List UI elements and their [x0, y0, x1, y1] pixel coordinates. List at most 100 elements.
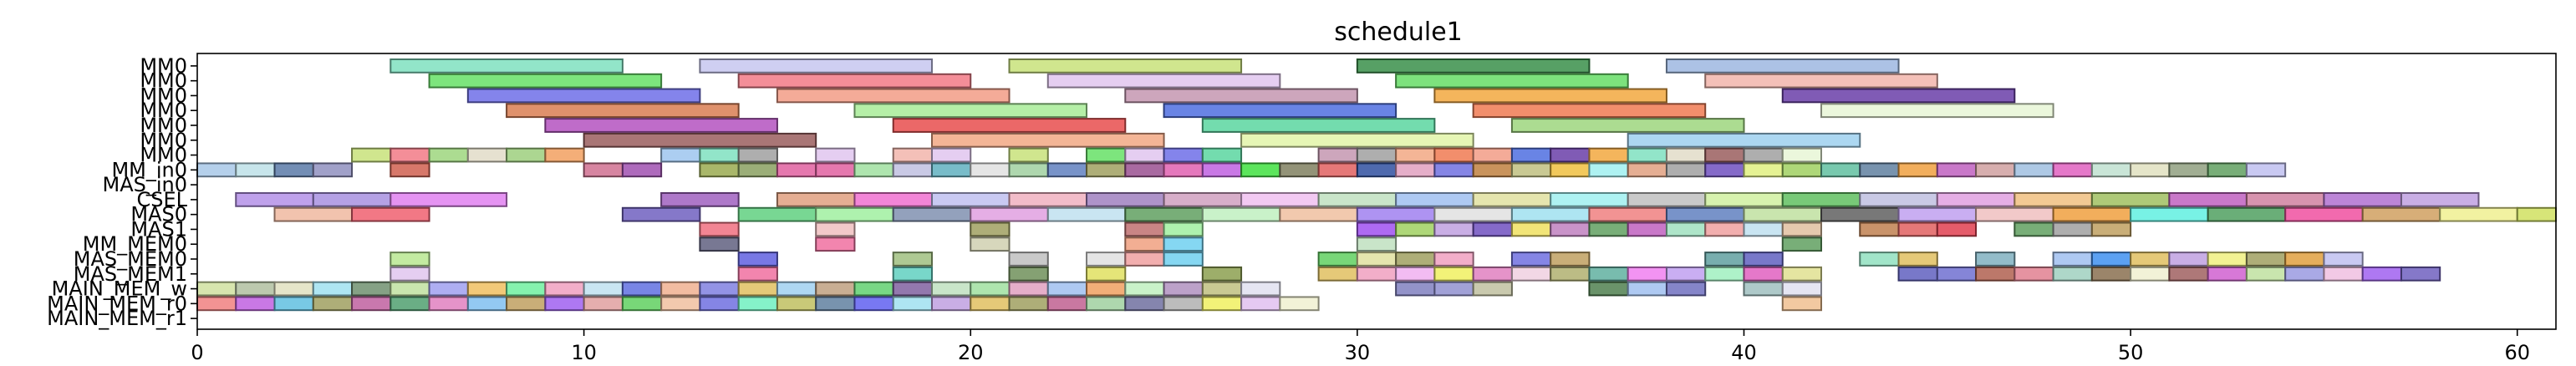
task-bar — [1356, 147, 1397, 163]
task-bar — [660, 192, 740, 207]
task-bar — [1124, 206, 1204, 222]
task-bar — [312, 192, 392, 207]
task-bar — [1743, 206, 1823, 222]
task-bar — [1395, 266, 1436, 282]
task-bar — [815, 221, 856, 237]
task-bar — [1781, 192, 1861, 207]
task-bar — [1665, 58, 1900, 74]
task-bar — [1743, 147, 1784, 163]
task-bar — [892, 118, 1127, 133]
task-bar — [1550, 162, 1591, 178]
x-tick-label: 10 — [571, 341, 597, 364]
task-bar — [853, 296, 894, 312]
task-bar — [466, 281, 508, 297]
task-bar — [2245, 162, 2287, 178]
task-bar — [892, 252, 933, 267]
task-bar — [1433, 221, 1474, 237]
task-bar — [892, 281, 933, 297]
task-bar — [196, 162, 237, 178]
task-bar — [1588, 206, 1667, 222]
task-bar — [428, 281, 469, 297]
task-bar — [1936, 162, 1978, 178]
plot-frame — [196, 53, 2557, 330]
task-bar — [1356, 206, 1436, 222]
task-bar — [583, 281, 624, 297]
task-bar — [196, 296, 237, 312]
task-bar — [1124, 147, 1165, 163]
task-bar — [2245, 266, 2287, 282]
task-bar — [1588, 281, 1629, 297]
task-bar — [1163, 162, 1204, 178]
y-tick-label: MAIN_MEM_r1 — [47, 307, 187, 330]
task-bar — [621, 162, 663, 178]
task-bar — [660, 296, 701, 312]
task-bar — [2052, 162, 2093, 178]
task-bar — [1510, 266, 1552, 282]
task-bar — [1704, 147, 1745, 163]
task-bar — [2090, 266, 2132, 282]
task-bar — [1588, 221, 1629, 237]
task-bar — [1820, 206, 1900, 222]
task-bar — [815, 162, 856, 178]
y-tick-label: MM0 — [140, 54, 187, 78]
task-bar — [1781, 147, 1823, 163]
task-bar — [1279, 162, 1320, 178]
task-bar — [2052, 266, 2093, 282]
task-bar — [2245, 252, 2287, 267]
task-bar — [506, 281, 547, 297]
task-bar — [1704, 252, 1745, 267]
task-bar — [699, 221, 740, 237]
task-bar — [1240, 132, 1474, 148]
task-bar — [1627, 192, 1707, 207]
task-bar — [1008, 281, 1049, 297]
task-bar — [1588, 266, 1629, 282]
y-tick-label: MM0 — [140, 114, 187, 137]
task-bar — [2168, 266, 2209, 282]
task-bar — [235, 281, 276, 297]
task-bar — [1472, 281, 1513, 297]
task-bar — [660, 147, 701, 163]
task-bar — [1395, 162, 1436, 178]
task-bar — [1975, 206, 2054, 222]
task-bar — [1627, 266, 1667, 282]
task-bar — [1897, 162, 1938, 178]
task-bar — [351, 147, 392, 163]
task-bar — [1395, 281, 1436, 297]
task-bar — [1433, 266, 1474, 282]
task-bar — [776, 162, 817, 178]
task-bar — [1008, 147, 1049, 163]
task-bar — [1317, 147, 1358, 163]
x-axis: 0 10 20 30 40 50 60 — [191, 329, 2530, 364]
task-bar — [196, 281, 237, 297]
task-bar — [853, 162, 894, 178]
task-bar — [2090, 192, 2171, 207]
task-bar — [930, 296, 972, 312]
task-bar — [1665, 221, 1707, 237]
task-bar — [2168, 252, 2209, 267]
task-bar — [1163, 236, 1204, 252]
y-tick-label: MAIN_MEM_r0 — [47, 292, 187, 315]
task-bar — [1356, 236, 1397, 252]
task-bar — [815, 281, 856, 297]
y-tick-label: MM_MEM0 — [83, 232, 187, 256]
task-bar — [2130, 252, 2171, 267]
task-bar — [1240, 162, 1281, 178]
task-bar — [776, 281, 817, 297]
task-bar — [544, 281, 585, 297]
task-bar — [621, 296, 663, 312]
task-bar — [389, 147, 430, 163]
task-bar — [1781, 88, 2016, 104]
task-bar — [1046, 162, 1088, 178]
y-tick-label: MAS_MEM0 — [74, 247, 187, 271]
task-bar — [1704, 73, 1938, 89]
task-bar — [2400, 266, 2441, 282]
task-bar — [1124, 236, 1165, 252]
y-tick-label: MM_in0 — [111, 158, 187, 181]
y-tick-label: MM0 — [140, 129, 187, 152]
task-bar — [2090, 162, 2132, 178]
task-bar — [1627, 221, 1667, 237]
task-bar — [970, 281, 1011, 297]
task-bar — [1781, 281, 1823, 297]
task-bar — [1743, 252, 1784, 267]
